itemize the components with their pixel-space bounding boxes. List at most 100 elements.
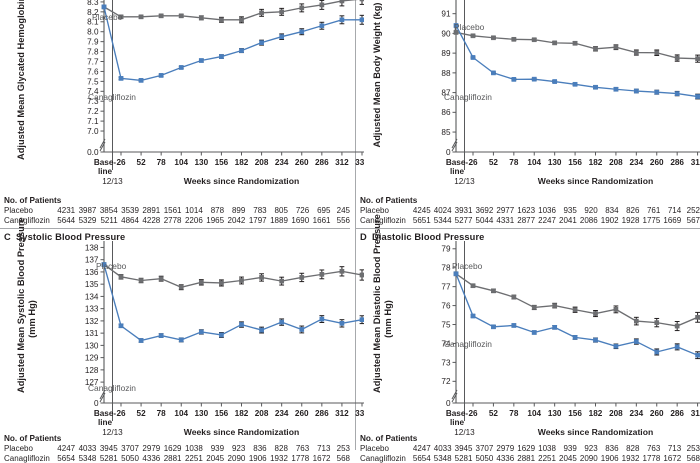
table-cell: 5654: [54, 454, 75, 463]
table-cell: 3945: [96, 444, 117, 454]
table-row-label: Canagliflozin: [4, 454, 54, 463]
svg-text:26: 26: [468, 409, 478, 418]
svg-text:78: 78: [509, 158, 519, 167]
table-cell: 4247: [54, 444, 75, 454]
table-cell: 1629: [160, 444, 181, 454]
svg-text:79: 79: [441, 245, 451, 254]
table-cell: 1965: [203, 216, 224, 226]
svg-text:line: line: [450, 167, 465, 176]
table-cell: 939: [556, 444, 577, 454]
table-cell: 714: [660, 206, 681, 216]
svg-text:Weeks since Randomization: Weeks since Randomization: [184, 176, 299, 186]
svg-text:133: 133: [85, 305, 99, 314]
table-row-label: Placebo: [4, 444, 54, 454]
table-cell: 1906: [598, 454, 619, 463]
panel-d-canagliflozin-label: Canagliflozin: [444, 339, 492, 349]
table-cell: 5281: [96, 454, 117, 463]
table-cell: 2881: [514, 454, 535, 463]
svg-text:156: 156: [215, 409, 229, 418]
svg-text:76: 76: [441, 301, 451, 310]
svg-text:86: 86: [441, 108, 451, 117]
panel-d-letter: D: [360, 232, 372, 242]
table-cell: 713: [309, 444, 330, 454]
svg-text:26: 26: [116, 409, 126, 418]
svg-text:Base-: Base-: [446, 158, 469, 167]
panel-a-y-axis-label: Adjusted Mean Glycated Hemoglobin (%): [16, 0, 27, 160]
svg-text:208: 208: [609, 409, 623, 418]
svg-text:77: 77: [441, 283, 451, 292]
table-cell: 4864: [118, 216, 139, 226]
table-cell: 828: [267, 444, 288, 454]
table-cell: 1775: [639, 216, 660, 226]
svg-text:156: 156: [215, 158, 229, 167]
figure-panel-grid: Adjusted Mean Glycated Hemoglobin (%) 0.…: [0, 0, 700, 450]
table-cell: 4033: [75, 444, 96, 454]
svg-text:130: 130: [548, 158, 562, 167]
svg-text:128: 128: [85, 366, 99, 375]
table-cell: 1928: [619, 216, 640, 226]
table-cell: 2042: [224, 216, 245, 226]
svg-text:88: 88: [441, 69, 451, 78]
table-cell: 695: [309, 206, 330, 216]
svg-text:78: 78: [157, 158, 167, 167]
table-cell: 836: [245, 444, 266, 454]
table-cell: 3931: [452, 206, 473, 216]
table-cell: 828: [619, 444, 640, 454]
table-cell: 5044: [472, 216, 493, 226]
table-cell: 1932: [619, 454, 640, 463]
svg-text:312: 312: [335, 409, 349, 418]
svg-text:73: 73: [441, 358, 451, 367]
table-cell: 3707: [118, 444, 139, 454]
svg-text:8.0: 8.0: [87, 28, 99, 37]
svg-text:12/13: 12/13: [454, 177, 475, 186]
svg-text:130: 130: [194, 158, 208, 167]
table-cell: 1778: [639, 454, 660, 463]
table-cell: 836: [598, 444, 619, 454]
table-cell: 726: [288, 206, 309, 216]
svg-text:91: 91: [441, 10, 451, 19]
table-cell: 2979: [139, 444, 160, 454]
svg-text:260: 260: [650, 409, 664, 418]
svg-text:7.8: 7.8: [87, 47, 99, 56]
svg-text:104: 104: [527, 409, 541, 418]
table-cell: 1038: [182, 444, 203, 454]
table-cell: 4331: [493, 216, 514, 226]
table-cell: 2877: [514, 216, 535, 226]
svg-text:156: 156: [568, 409, 582, 418]
table-cell: 2086: [577, 216, 598, 226]
svg-text:260: 260: [295, 158, 309, 167]
table-cell: 5348: [75, 454, 96, 463]
svg-text:89: 89: [441, 49, 451, 58]
table-cell: 5644: [54, 216, 75, 226]
table-cell: 783: [245, 206, 266, 216]
patients-header: No. of Patients: [4, 196, 350, 205]
svg-text:130: 130: [194, 409, 208, 418]
svg-text:line: line: [450, 418, 465, 427]
panel-d-y-axis-label-line1: Adjusted Mean Diastolic Blood Pressure: [372, 214, 382, 393]
table-cell: 1902: [598, 216, 619, 226]
svg-text:12/13: 12/13: [102, 177, 123, 186]
panel-b-placebo-label: Placebo: [454, 22, 484, 32]
table-cell: 4336: [493, 454, 514, 463]
svg-text:0: 0: [446, 148, 451, 157]
svg-text:52: 52: [489, 158, 499, 167]
svg-text:78: 78: [509, 409, 519, 418]
table-cell: 1797: [245, 216, 266, 226]
svg-text:208: 208: [255, 409, 269, 418]
table-cell: 713: [660, 444, 681, 454]
table-cell: 568: [330, 454, 350, 463]
table-cell: 3987: [75, 206, 96, 216]
svg-text:52: 52: [489, 409, 499, 418]
table-cell: 3707: [472, 444, 493, 454]
table-cell: 899: [224, 206, 245, 216]
table-cell: 253: [681, 444, 700, 454]
